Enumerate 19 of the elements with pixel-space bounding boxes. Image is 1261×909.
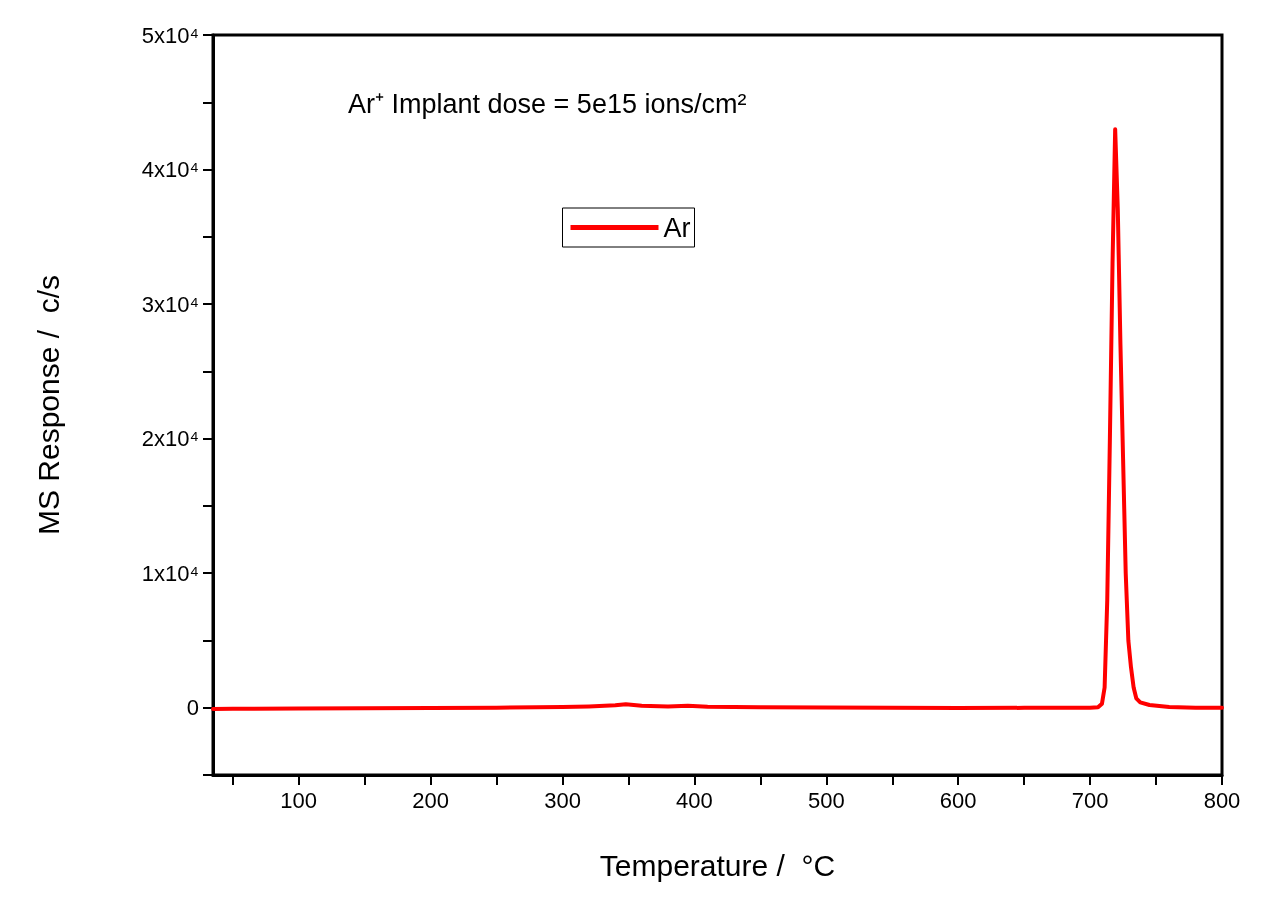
line-series (211, 127, 1224, 712)
y-tick-label: 3x10⁴ (141, 291, 199, 317)
y-tick-label: 2x10⁴ (141, 426, 199, 452)
x-axis-title: Temperature / °C (599, 848, 836, 882)
x-tick-label: 400 (676, 787, 713, 813)
y-tick-label: 4x10⁴ (141, 157, 199, 183)
legend-label: Ar (663, 212, 691, 243)
y-tick-label: 1x10⁴ (141, 560, 199, 586)
x-tick-label: 800 (1203, 787, 1241, 813)
x-tick-label: 700 (1071, 787, 1109, 813)
x-tick-label: 200 (412, 787, 449, 813)
y-tick-label: 0 (186, 695, 199, 721)
y-tick-label: 5x10⁴ (141, 22, 199, 48)
x-tick-label: 600 (939, 787, 977, 813)
x-tick-label: 500 (807, 787, 845, 813)
x-tick-label: 300 (544, 787, 581, 813)
x-tick-label: 100 (280, 787, 318, 813)
y-axis-title: MS Response / c/s (31, 274, 65, 536)
annotation: Ar⁺ Implant dose = 5e15 ions/cm² (348, 88, 747, 119)
